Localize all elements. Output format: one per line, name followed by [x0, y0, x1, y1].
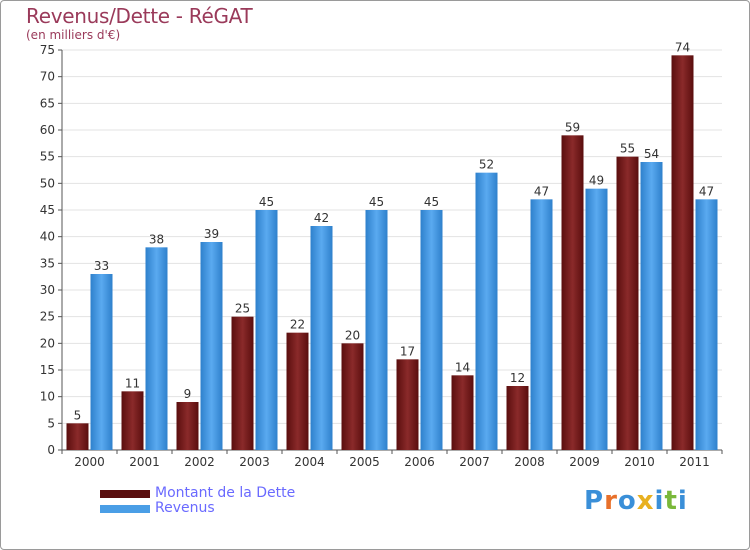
data-label: 55	[620, 142, 635, 156]
data-label: 59	[565, 120, 580, 134]
bar-dette	[121, 391, 144, 450]
data-label: 17	[400, 344, 415, 358]
bar-revenus	[420, 210, 443, 450]
y-tick-label: 10	[40, 390, 55, 404]
x-tick-label: 2006	[404, 455, 435, 469]
legend-swatch-revenus	[100, 505, 150, 513]
data-label: 49	[589, 174, 604, 188]
data-label: 22	[290, 318, 305, 332]
y-tick-label: 35	[40, 256, 55, 270]
y-tick-label: 20	[40, 336, 55, 350]
x-tick-label: 2005	[349, 455, 380, 469]
y-tick-label: 25	[40, 310, 55, 324]
x-tick-label: 2004	[294, 455, 325, 469]
bar-dette	[286, 332, 309, 450]
data-label: 20	[345, 328, 360, 342]
bar-dette	[451, 375, 474, 450]
logo-letter: r	[604, 486, 618, 516]
bar-revenus	[255, 210, 278, 450]
data-label: 11	[125, 376, 140, 390]
bar-revenus	[640, 162, 663, 450]
legend-swatch-dette	[100, 490, 150, 498]
data-label: 42	[314, 211, 329, 225]
chart-subtitle: (en milliers d'€)	[26, 28, 121, 42]
bars	[66, 55, 718, 451]
data-label: 9	[184, 387, 192, 401]
bar-dette	[176, 402, 199, 450]
y-tick-label: 5	[47, 416, 55, 430]
x-tick-label: 2000	[74, 455, 105, 469]
logo-letter: x	[636, 486, 655, 516]
bar-revenus	[145, 247, 168, 450]
data-label: 45	[424, 195, 439, 209]
bar-revenus	[585, 188, 608, 450]
bar-revenus	[365, 210, 388, 450]
bar-dette	[506, 386, 529, 450]
bar-revenus	[310, 226, 333, 450]
data-label: 54	[644, 147, 659, 161]
data-label: 39	[204, 227, 219, 241]
bar-dette	[616, 156, 639, 450]
bar-revenus	[475, 172, 498, 450]
logo-letter: t	[664, 486, 678, 516]
y-tick-label: 30	[40, 283, 55, 297]
y-tick-label: 50	[40, 176, 55, 190]
chart-title: Revenus/Dette - RéGAT	[26, 4, 253, 28]
data-labels: 5 33 11 38 9 39 25 45 22 42 20 45 17 45 14 52 12 47 59 49 55…	[74, 40, 714, 422]
x-tick-label: 2009	[569, 455, 600, 469]
y-tick-label: 0	[47, 443, 55, 457]
bar-revenus	[200, 242, 223, 450]
data-label: 45	[259, 195, 274, 209]
bar-dette	[396, 359, 419, 450]
logo-letter: P	[584, 486, 605, 516]
y-tick-label: 40	[40, 230, 55, 244]
data-label: 45	[369, 195, 384, 209]
y-tick-label: 75	[40, 43, 55, 57]
bar-revenus	[695, 199, 718, 450]
y-tick-label: 65	[40, 96, 55, 110]
bar-dette	[671, 55, 694, 450]
x-tick-label: 2010	[624, 455, 655, 469]
x-tick-label: 2001	[129, 455, 160, 469]
logo-letter: i	[654, 486, 665, 516]
data-label: 38	[149, 232, 164, 246]
data-label: 12	[510, 371, 525, 385]
data-label: 25	[235, 302, 250, 316]
x-tick-label: 2011	[679, 455, 710, 469]
bar-dette	[231, 316, 254, 450]
data-label: 33	[94, 259, 109, 273]
bar-revenus	[90, 274, 113, 450]
data-label: 5	[74, 408, 82, 422]
legend-label-revenus: Revenus	[155, 500, 215, 516]
data-label: 74	[675, 40, 690, 54]
x-tick-label: 2007	[459, 455, 490, 469]
bar-dette	[341, 343, 364, 450]
bar-dette	[66, 423, 89, 450]
data-label: 52	[479, 158, 494, 172]
data-label: 14	[455, 360, 470, 374]
bar-dette	[561, 135, 584, 451]
proxiti-logo: Proxiti	[584, 486, 688, 516]
y-tick-label: 55	[40, 150, 55, 164]
plot-area	[62, 50, 722, 450]
x-tick-label: 2003	[239, 455, 270, 469]
y-tick-label: 15	[40, 363, 55, 377]
y-tick-label: 70	[40, 70, 55, 84]
legend-label-dette: Montant de la Dette	[155, 485, 296, 501]
data-label: 47	[699, 184, 714, 198]
bar-revenus	[530, 199, 553, 450]
data-label: 47	[534, 184, 549, 198]
logo-letter: i	[677, 486, 688, 516]
x-axis-ticks: 2000 2001 2002 2003 2004 2005 2006 2007 2008 2009…	[61, 450, 723, 469]
x-tick-label: 2008	[514, 455, 545, 469]
y-tick-label: 60	[40, 123, 55, 137]
x-tick-label: 2002	[184, 455, 215, 469]
logo-letter: o	[617, 486, 637, 516]
y-tick-label: 45	[40, 203, 55, 217]
